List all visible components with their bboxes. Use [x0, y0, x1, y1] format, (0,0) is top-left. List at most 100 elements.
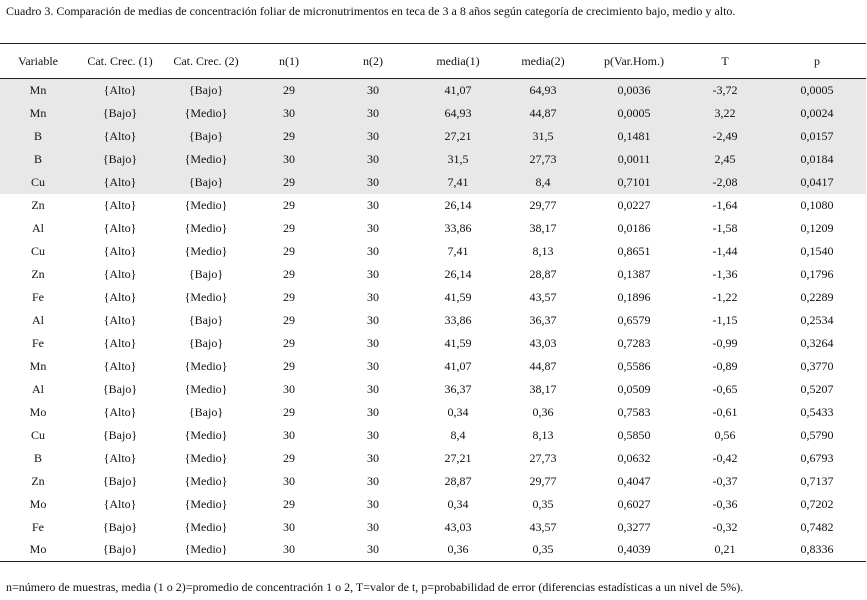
cell-p: 0,0024: [768, 101, 866, 125]
cell-n1: 30: [283, 519, 295, 534]
cell-p: 0,0184: [768, 147, 866, 171]
cell-p-var-hom: 0,0632: [617, 450, 651, 465]
table-row: Mn {Bajo} {Medio} 30 30 64,93 44,87 0,0005 3,22 0…: [0, 101, 866, 125]
cell-t: -0,61: [712, 404, 738, 419]
cell-t: 0,21: [682, 538, 768, 562]
cell-variable: B: [33, 450, 42, 465]
cell-n1: 29: [283, 450, 295, 465]
cell-n2: 30: [330, 78, 416, 102]
cell-media1: 41,07: [416, 78, 500, 102]
cell-cat-crec-2: {Medio}: [164, 538, 248, 562]
cell-cat-crec-2: {Medio}: [184, 496, 228, 511]
cell-variable: Zn: [31, 473, 45, 488]
table-row: Mn {Alto} {Bajo} 29 30 41,07 64,93 0,0036 -3,72 0…: [0, 78, 866, 102]
cell-p-var-hom: 0,1481: [586, 124, 682, 148]
cell-cat-crec-2: {Medio}: [184, 381, 228, 396]
cell-p: 0,7482: [800, 519, 834, 534]
cell-t: -0,36: [712, 496, 738, 511]
cell-p: 0,2289: [800, 289, 834, 304]
cell-media1: 64,93: [416, 101, 500, 125]
cell-media2: 43,57: [529, 289, 557, 304]
header-row: Variable Cat. Crec. (1) Cat. Crec. (2) n…: [0, 43, 866, 79]
header-media1: media(1): [416, 43, 500, 79]
cell-cat-crec-2: {Medio}: [184, 519, 228, 534]
cell-cat-crec-1: {Alto}: [103, 243, 137, 258]
table-row: Mo {Alto} {Bajo} 29 30 0,34 0,36 0,7583 -0,61 0,5…: [0, 401, 866, 424]
cell-media1: 28,87: [444, 473, 472, 488]
cell-variable: Fe: [32, 335, 44, 350]
cell-media1: 7,41: [416, 170, 500, 194]
cell-n2: 30: [330, 147, 416, 171]
cell-n2: 30: [367, 496, 379, 511]
cell-p-var-hom: 0,1387: [617, 266, 651, 281]
cell-media2: 29,77: [529, 473, 557, 488]
cell-media2: 28,87: [529, 266, 557, 281]
data-table: Variable Cat. Crec. (1) Cat. Crec. (2) n…: [0, 43, 866, 562]
cell-p-var-hom: 0,8651: [617, 243, 651, 258]
cell-t: 2,45: [682, 147, 768, 171]
cell-variable: B: [0, 147, 76, 171]
cell-cat-crec-1: {Alto}: [103, 496, 137, 511]
cell-n2: 30: [367, 358, 379, 373]
table-row: Fe {Alto} {Medio} 29 30 41,59 43,57 0,1896 -1,22…: [0, 286, 866, 309]
cell-variable: Mn: [0, 78, 76, 102]
table-row: Zn {Alto} {Medio} 29 30 26,14 29,77 0,0227 -1,64…: [0, 194, 866, 217]
table-row: B {Bajo} {Medio} 30 30 31,5 27,73 0,0011 2,45 0,0…: [0, 147, 866, 171]
cell-media1: 41,07: [444, 358, 472, 373]
cell-variable: Al: [32, 220, 44, 235]
table-row: Zn {Bajo} {Medio} 30 30 28,87 29,77 0,4047 -0,37…: [0, 470, 866, 493]
cell-t: -1,58: [712, 220, 738, 235]
table-row: Cu {Bajo} {Medio} 30 30 8,4 8,13 0,5850 0,56 0,57…: [0, 424, 866, 447]
cell-n1: 29: [248, 124, 330, 148]
cell-cat-crec-1: {Bajo}: [102, 519, 138, 534]
table-row: Al {Alto} {Bajo} 29 30 33,86 36,37 0,6579 -1,15 0…: [0, 309, 866, 332]
cell-cat-crec-1: {Bajo}: [76, 538, 164, 562]
cell-n1: 30: [248, 101, 330, 125]
cell-variable: Cu: [0, 170, 76, 194]
cell-n1: 29: [283, 312, 295, 327]
cell-cat-crec-1: {Bajo}: [76, 147, 164, 171]
table-row: Cu {Alto} {Bajo} 29 30 7,41 8,4 0,7101 -2,08 0,04…: [0, 170, 866, 194]
cell-cat-crec-2: {Medio}: [164, 147, 248, 171]
cell-variable: Mo: [29, 404, 47, 419]
cell-p: 0,8336: [768, 538, 866, 562]
cell-n2: 30: [330, 101, 416, 125]
cell-media1: 8,4: [450, 427, 466, 442]
cell-media2: 43,57: [529, 519, 557, 534]
table-row: Fe {Alto} {Bajo} 29 30 41,59 43,03 0,7283 -0,99 0…: [0, 332, 866, 355]
cell-cat-crec-2: {Medio}: [184, 358, 228, 373]
cell-media2: 27,73: [500, 147, 586, 171]
cell-p: 0,2534: [800, 312, 834, 327]
table-footnote: n=número de muestras, media (1 o 2)=prom…: [6, 580, 744, 594]
cell-cat-crec-2: {Medio}: [184, 427, 228, 442]
cell-variable: Fe: [32, 519, 44, 534]
cell-cat-crec-2: {Bajo}: [188, 404, 224, 419]
header-cat-crec-1: Cat. Crec. (1): [76, 43, 164, 79]
cell-media1: 33,86: [444, 220, 472, 235]
cell-media2: 44,87: [500, 101, 586, 125]
cell-p: 0,1209: [800, 220, 834, 235]
cell-p: 0,1540: [800, 243, 834, 258]
cell-cat-crec-1: {Alto}: [103, 197, 137, 212]
cell-cat-crec-2: {Bajo}: [164, 124, 248, 148]
cell-t: -0,99: [712, 335, 738, 350]
cell-t: 0,56: [714, 427, 736, 442]
cell-p-var-hom: 0,6027: [617, 496, 651, 511]
cell-media2: 44,87: [529, 358, 557, 373]
cell-cat-crec-1: {Alto}: [76, 78, 164, 102]
cell-n2: 30: [330, 538, 416, 562]
header-media2: media(2): [500, 43, 586, 79]
cell-n1: 29: [283, 496, 295, 511]
cell-media2: 43,03: [529, 335, 557, 350]
cell-media2: 31,5: [500, 124, 586, 148]
table-row: Mo {Bajo} {Medio} 30 30 0,36 0,35 0,4039 0,21 0,8…: [0, 538, 866, 562]
cell-p-var-hom: 0,5586: [617, 358, 651, 373]
cell-media2: 36,37: [529, 312, 557, 327]
table-body: Mn {Alto} {Bajo} 29 30 41,07 64,93 0,0036 -3,72 0…: [0, 78, 866, 562]
table-row: B {Alto} {Bajo} 29 30 27,21 31,5 0,1481 -2,49 0,0…: [0, 124, 866, 148]
cell-media1: 36,37: [444, 381, 472, 396]
cell-cat-crec-1: {Alto}: [103, 289, 137, 304]
cell-p: 0,5207: [800, 381, 834, 396]
cell-n2: 30: [367, 266, 379, 281]
cell-t: -3,72: [682, 78, 768, 102]
